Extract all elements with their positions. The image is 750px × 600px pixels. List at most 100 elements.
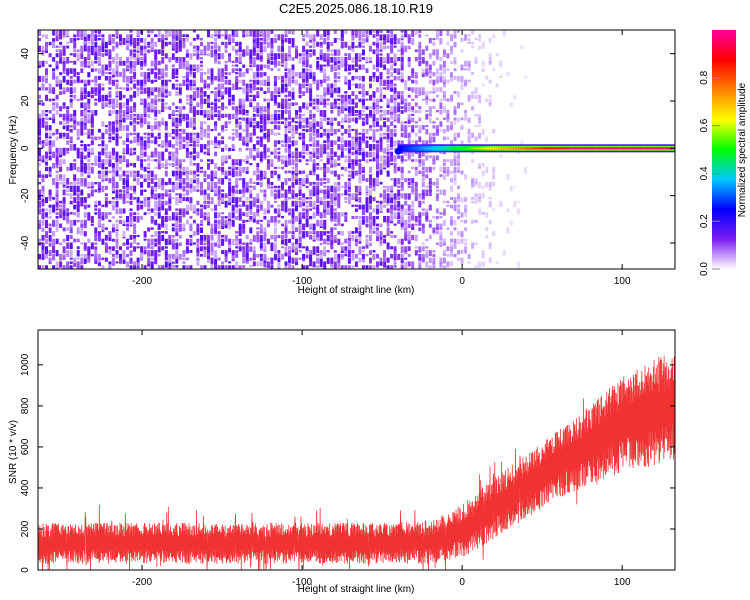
noise-cell bbox=[288, 208, 291, 212]
noise-cell bbox=[192, 219, 196, 224]
noise-cell bbox=[333, 197, 337, 201]
noise-cell bbox=[302, 212, 306, 217]
signal-core bbox=[426, 147, 430, 150]
noise-cell bbox=[330, 204, 334, 211]
noise-cell bbox=[164, 238, 168, 246]
noise-cell bbox=[203, 110, 207, 115]
noise-cell bbox=[204, 269, 207, 274]
noise-cell bbox=[425, 261, 429, 268]
noise-cell bbox=[432, 106, 436, 109]
noise-cell bbox=[52, 265, 56, 269]
noise-cell bbox=[337, 238, 341, 246]
noise-cell bbox=[73, 197, 77, 204]
noise-cell bbox=[340, 98, 344, 104]
noise-cell bbox=[154, 257, 158, 265]
noise-cell bbox=[221, 128, 225, 133]
noise-cell bbox=[326, 41, 330, 49]
noise-cell bbox=[196, 257, 200, 261]
noise-cell bbox=[312, 75, 316, 81]
noise-cell bbox=[200, 269, 203, 275]
noise-cell bbox=[467, 34, 471, 37]
noise-cell bbox=[439, 212, 443, 215]
noise-cell bbox=[228, 200, 232, 206]
noise-cell bbox=[171, 83, 175, 89]
noise-cell bbox=[351, 83, 355, 86]
noise-cell bbox=[59, 212, 63, 219]
noise-cell bbox=[330, 193, 334, 200]
noise-cell bbox=[245, 121, 249, 128]
noise-cell bbox=[344, 181, 348, 189]
noise-cell bbox=[80, 253, 84, 257]
noise-cell bbox=[435, 185, 439, 189]
noise-cell bbox=[196, 250, 200, 257]
noise-cell bbox=[185, 219, 189, 225]
noise-cell bbox=[171, 41, 175, 49]
noise-cell bbox=[133, 121, 137, 125]
noise-cell bbox=[369, 178, 372, 186]
noise-cell bbox=[41, 159, 45, 163]
noise-cell bbox=[41, 246, 45, 250]
noise-cell bbox=[326, 189, 330, 196]
noise-cell bbox=[284, 98, 288, 105]
noise-cell bbox=[288, 219, 291, 224]
noise-cell bbox=[361, 174, 365, 181]
noise-cell bbox=[104, 193, 108, 197]
noise-cell bbox=[421, 227, 425, 234]
noise-cell bbox=[59, 121, 63, 125]
noise-cell bbox=[101, 265, 105, 269]
noise-cell bbox=[62, 238, 66, 243]
noise-cell bbox=[453, 181, 457, 185]
noise-cell bbox=[207, 140, 210, 145]
noise-cell bbox=[404, 125, 408, 132]
signal-core bbox=[563, 147, 567, 150]
noise-cell bbox=[221, 265, 225, 269]
noise-cell bbox=[450, 250, 453, 257]
noise-cell bbox=[73, 219, 77, 226]
noise-cell bbox=[344, 53, 348, 57]
noise-cell bbox=[446, 261, 450, 268]
noise-cell bbox=[133, 38, 137, 45]
noise-cell bbox=[115, 170, 119, 177]
noise-cell bbox=[312, 147, 316, 153]
noise-cell bbox=[457, 75, 460, 82]
noise-cell bbox=[344, 197, 348, 200]
noise-cell bbox=[376, 68, 379, 72]
noise-cell bbox=[414, 181, 418, 187]
noise-cell bbox=[302, 140, 306, 145]
noise-cell bbox=[111, 197, 115, 200]
noise-cell bbox=[231, 132, 235, 136]
noise-cell bbox=[143, 79, 147, 85]
noise-cell bbox=[111, 216, 115, 219]
noise-cell bbox=[203, 170, 207, 177]
noise-cell bbox=[119, 57, 122, 61]
noise-cell bbox=[249, 30, 253, 34]
noise-cell bbox=[281, 41, 284, 47]
noise-cell bbox=[101, 238, 105, 245]
noise-cell bbox=[344, 57, 348, 61]
noise-cell bbox=[323, 204, 327, 210]
noise-cell bbox=[104, 128, 108, 135]
noise-cell bbox=[273, 155, 277, 159]
noise-cell bbox=[474, 181, 478, 187]
noise-cell bbox=[302, 91, 306, 96]
noise-cell bbox=[383, 189, 387, 194]
noise-cell bbox=[48, 83, 52, 89]
noise-cell bbox=[238, 106, 242, 111]
noise-cell bbox=[80, 121, 84, 126]
noise-cell bbox=[351, 159, 355, 165]
noise-cell bbox=[284, 178, 288, 185]
noise-cell bbox=[302, 72, 306, 79]
noise-cell bbox=[432, 136, 436, 143]
noise-cell bbox=[94, 181, 98, 185]
noise-cell bbox=[259, 79, 263, 86]
noise-cell bbox=[217, 45, 221, 52]
noise-cell bbox=[52, 246, 56, 252]
noise-cell bbox=[235, 261, 239, 269]
noise-cell bbox=[330, 64, 334, 70]
noise-cell bbox=[305, 246, 309, 251]
noise-cell bbox=[221, 197, 225, 203]
noise-cell bbox=[196, 174, 200, 177]
noise-cell bbox=[467, 38, 471, 42]
signal-core bbox=[532, 147, 536, 150]
noise-cell bbox=[238, 166, 242, 171]
